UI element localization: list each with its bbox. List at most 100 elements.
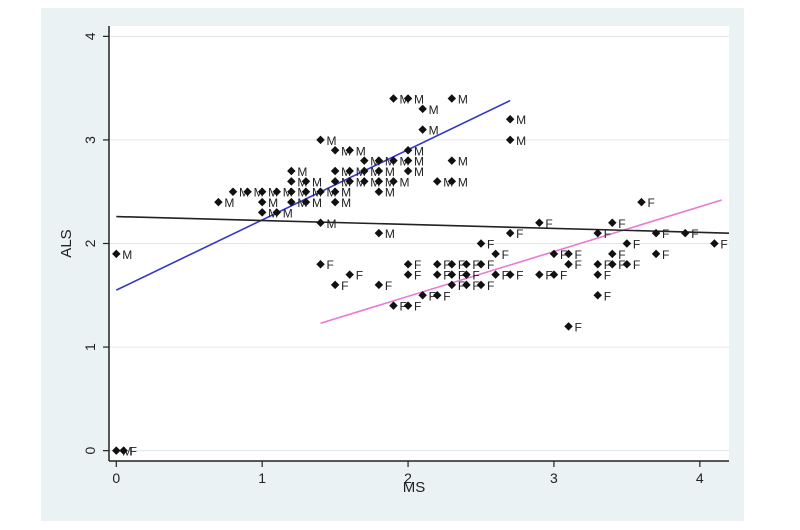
y-tick-label: 0 bbox=[82, 447, 98, 455]
point-label: M bbox=[268, 206, 278, 220]
data-point bbox=[447, 156, 457, 165]
data-point bbox=[316, 135, 325, 145]
data-point bbox=[593, 291, 602, 300]
data-point bbox=[418, 125, 427, 134]
point-label: F bbox=[633, 238, 640, 252]
point-label: F bbox=[458, 279, 465, 293]
data-point bbox=[593, 270, 602, 279]
y-axis-title: ALS bbox=[58, 229, 75, 257]
x-tick-label: 1 bbox=[258, 470, 266, 486]
point-label: M bbox=[327, 186, 337, 200]
tick-marks bbox=[103, 35, 701, 467]
point-label: F bbox=[545, 269, 552, 283]
point-label: M bbox=[414, 165, 424, 179]
point-label: F bbox=[472, 269, 479, 283]
point-label: F bbox=[458, 269, 465, 283]
point-label: M bbox=[429, 103, 439, 117]
data-point bbox=[403, 166, 413, 176]
y-tick-label: 4 bbox=[82, 32, 98, 40]
point-label: F bbox=[575, 320, 582, 334]
data-point bbox=[330, 166, 340, 176]
point-label: F bbox=[502, 269, 509, 283]
point-label: F bbox=[458, 258, 465, 272]
point-label: M bbox=[370, 175, 380, 189]
point-label: M bbox=[385, 227, 395, 241]
point-label: M bbox=[356, 165, 366, 179]
point-label: F bbox=[429, 289, 436, 303]
point-label: M bbox=[224, 196, 234, 210]
point-label: F bbox=[647, 196, 654, 210]
point-label: M bbox=[429, 124, 439, 138]
data-point bbox=[505, 270, 515, 279]
point-label: M bbox=[516, 134, 526, 148]
point-label: F bbox=[604, 258, 611, 272]
data-point bbox=[432, 270, 442, 279]
point-label: F bbox=[385, 279, 392, 293]
data-point bbox=[403, 270, 413, 279]
point-label: M bbox=[122, 445, 132, 459]
point-label: M bbox=[341, 196, 351, 210]
data-point bbox=[345, 270, 354, 279]
point-label: M bbox=[283, 206, 293, 220]
data-point bbox=[257, 197, 267, 207]
data-point bbox=[374, 166, 384, 176]
point-label: M bbox=[341, 186, 351, 200]
point-label: F bbox=[575, 248, 582, 262]
point-label: M bbox=[399, 93, 409, 107]
x-tick-label: 4 bbox=[696, 470, 704, 486]
point-label: F bbox=[399, 300, 406, 314]
point-label: F bbox=[341, 279, 348, 293]
data-point bbox=[287, 177, 296, 186]
point-label: F bbox=[691, 227, 698, 241]
data-point bbox=[257, 208, 267, 217]
point-label: F bbox=[560, 248, 567, 262]
data-point bbox=[316, 187, 325, 196]
data-point bbox=[403, 156, 413, 165]
data-point bbox=[389, 301, 398, 310]
data-point bbox=[403, 94, 413, 103]
data-point bbox=[272, 187, 282, 196]
point-label: M bbox=[356, 175, 366, 189]
data-point bbox=[243, 187, 252, 196]
point-label: M bbox=[458, 175, 468, 189]
point-label: M bbox=[268, 196, 278, 210]
x-tick-label: 2 bbox=[404, 470, 412, 486]
fit-line-M bbox=[115, 99, 511, 291]
data-point bbox=[418, 104, 427, 114]
data-point bbox=[432, 177, 442, 186]
point-label: M bbox=[385, 186, 395, 200]
point-label: F bbox=[545, 217, 552, 231]
fit-lines bbox=[115, 99, 730, 325]
point-label: F bbox=[414, 300, 421, 314]
data-point bbox=[287, 197, 296, 207]
point-label: M bbox=[297, 165, 307, 179]
data-point bbox=[491, 270, 500, 279]
data-point bbox=[535, 218, 544, 228]
data-point bbox=[374, 156, 384, 165]
data-point bbox=[330, 197, 340, 207]
data-point bbox=[330, 187, 340, 196]
point-label: M bbox=[327, 134, 337, 148]
fit-line-all bbox=[116, 215, 730, 234]
data-point bbox=[535, 270, 544, 279]
x-tick-label: 0 bbox=[112, 470, 120, 486]
data-point bbox=[214, 197, 223, 207]
point-label: F bbox=[575, 258, 582, 272]
point-label: F bbox=[604, 227, 611, 241]
data-point bbox=[228, 187, 238, 196]
point-label: F bbox=[443, 269, 450, 283]
point-label: M bbox=[443, 175, 453, 189]
point-label: M bbox=[341, 144, 351, 158]
point-label: M bbox=[341, 175, 351, 189]
data-point bbox=[112, 249, 121, 259]
point-label: F bbox=[618, 258, 625, 272]
point-label: M bbox=[414, 93, 424, 107]
x-tick-label: 3 bbox=[550, 470, 558, 486]
data-point bbox=[462, 280, 471, 290]
y-tick-label: 2 bbox=[82, 239, 98, 247]
point-label: M bbox=[297, 175, 307, 189]
point-label: F bbox=[560, 269, 567, 283]
y-tick-label: 3 bbox=[82, 136, 98, 144]
